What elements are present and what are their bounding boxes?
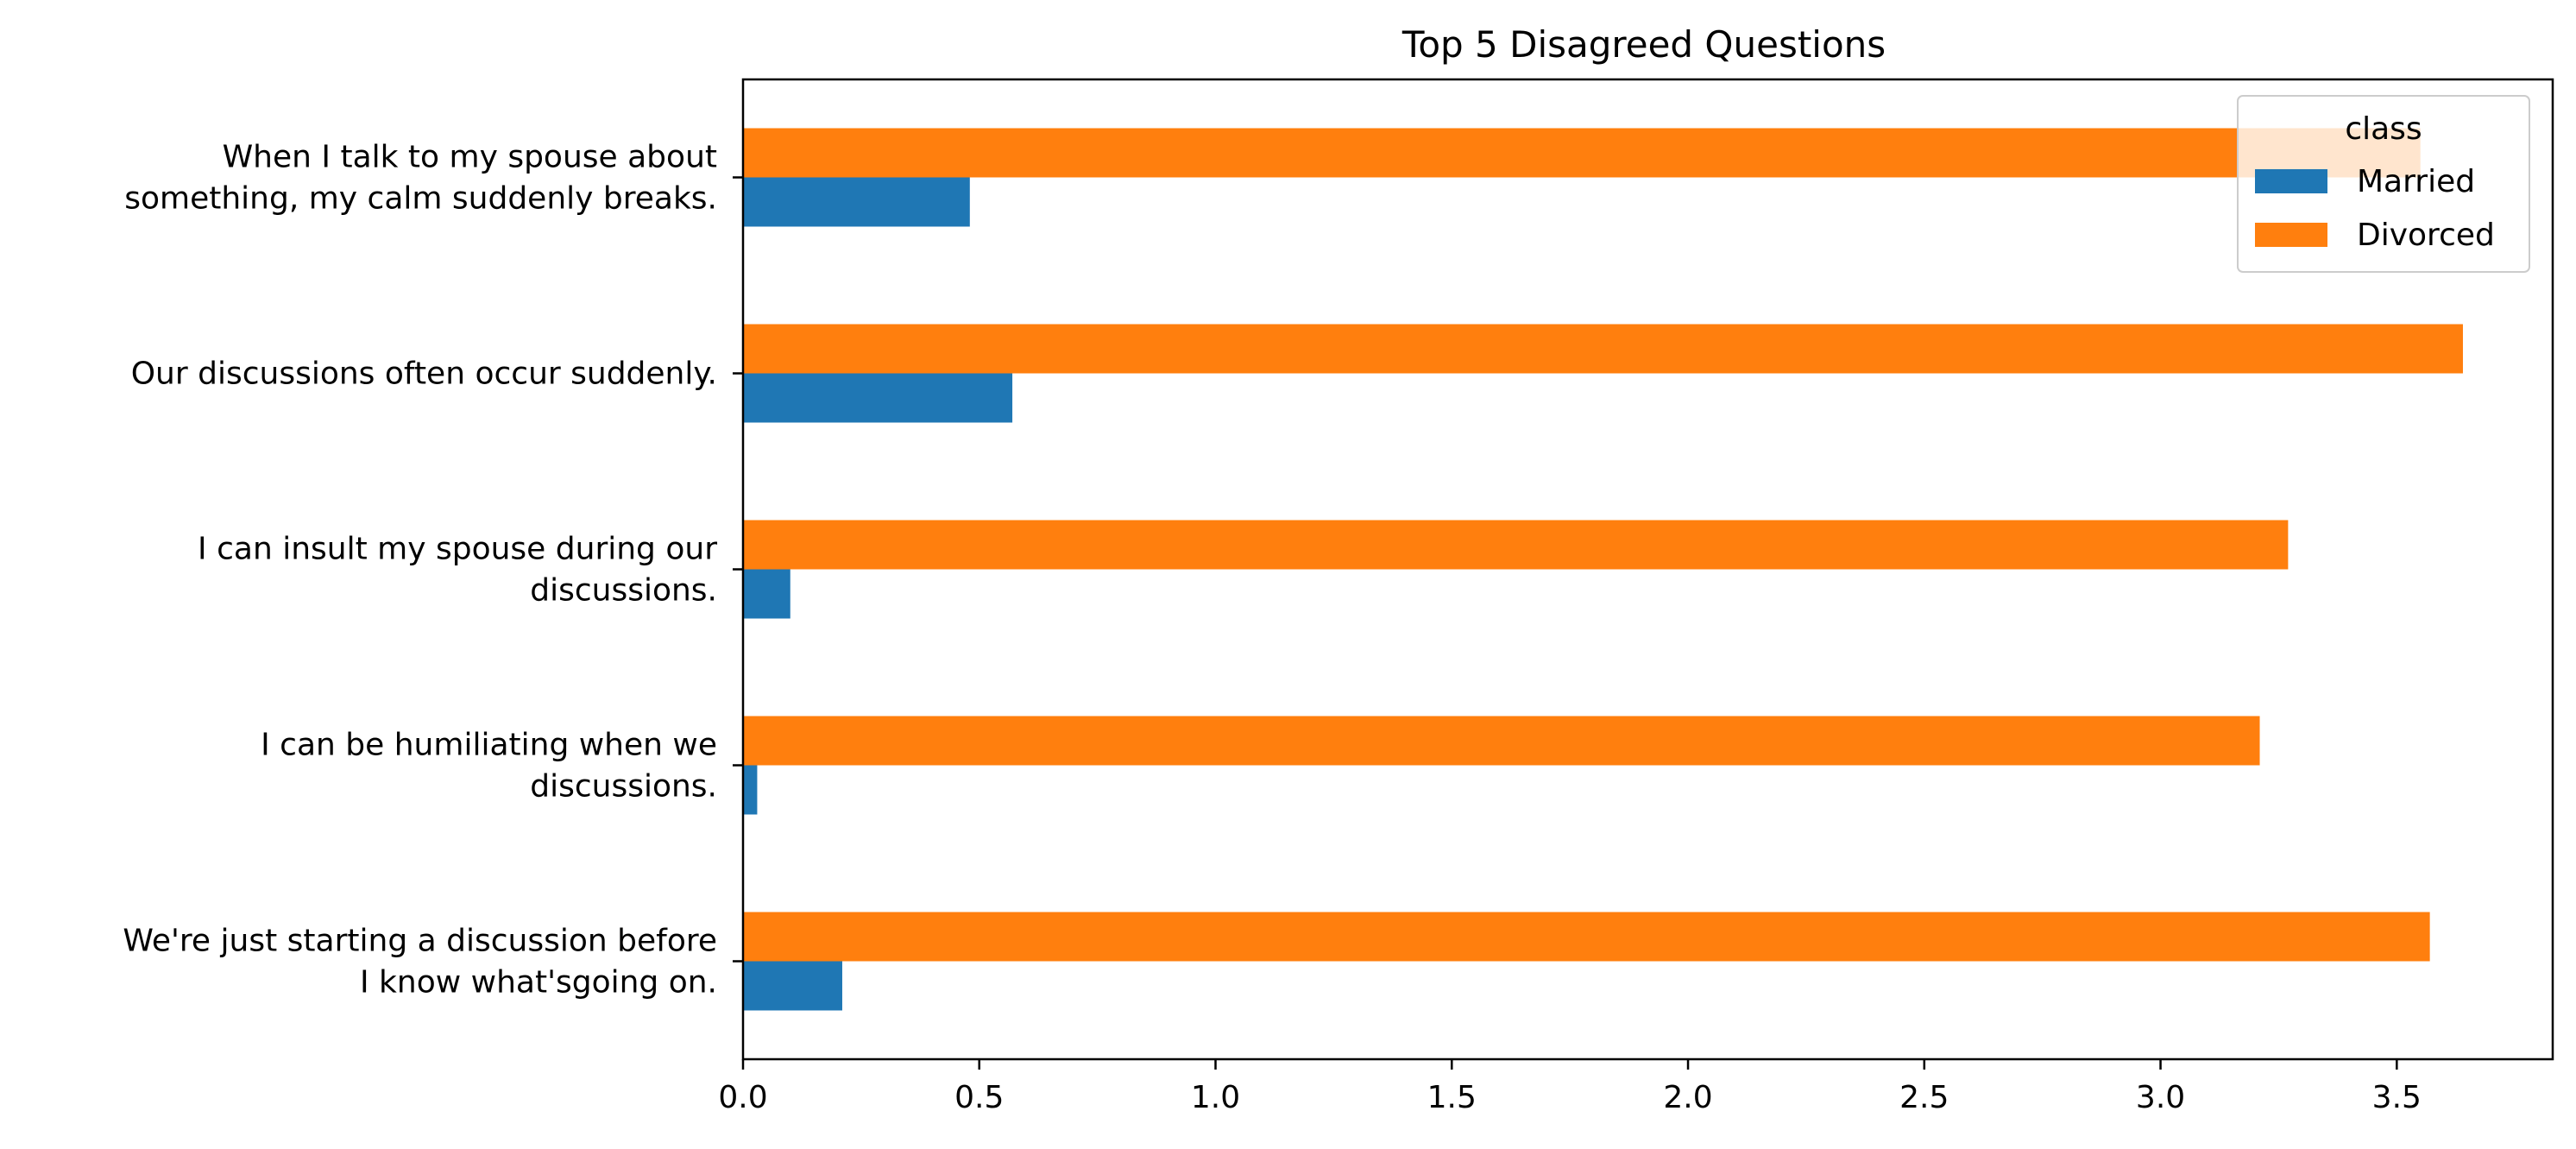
bar-divorced-4 — [743, 716, 2260, 766]
bar-married-1 — [743, 177, 970, 227]
legend-label-divorced: Divorced — [2357, 218, 2495, 253]
legend-label-married: Married — [2357, 164, 2475, 199]
y-tick-label-5: We're just starting a discussion before I… — [123, 924, 717, 1001]
y-axis: When I talk to my spouse about something,… — [123, 140, 743, 1001]
bar-married-5 — [743, 961, 842, 1011]
x-tick-label-2: 1.0 — [1191, 1080, 1240, 1115]
x-tick-label-1: 0.5 — [954, 1080, 1004, 1115]
x-tick-label-0: 0.0 — [718, 1080, 767, 1115]
y-tick-label-1: When I talk to my spouse about something,… — [124, 140, 717, 217]
x-tick-label-6: 3.0 — [2136, 1080, 2185, 1115]
legend-title: class — [2345, 111, 2422, 147]
x-tick-label-5: 2.5 — [1899, 1080, 1949, 1115]
y-tick-label-line: I know what'sgoing on. — [360, 965, 717, 1001]
legend-swatch-divorced — [2255, 223, 2327, 247]
y-tick-label-line: discussions. — [530, 573, 717, 609]
y-tick-label-3: I can insult my spouse during our discuss… — [198, 532, 717, 609]
y-tick-label-4: I can be humiliating when we discussions. — [261, 728, 717, 805]
bar-divorced-2 — [743, 324, 2463, 374]
x-tick-label-4: 2.0 — [1663, 1080, 1712, 1115]
y-tick-label-line: Our discussions often occur suddenly. — [131, 357, 717, 392]
bar-divorced-3 — [743, 520, 2289, 570]
bar-married-4 — [743, 765, 758, 815]
bar-married-2 — [743, 373, 1013, 423]
x-tick-label-7: 3.5 — [2372, 1080, 2422, 1115]
y-tick-label-line: something, my calm suddenly breaks. — [124, 181, 717, 217]
bars-layer — [743, 128, 2463, 1011]
x-tick-label-3: 1.5 — [1427, 1080, 1477, 1115]
bar-divorced-1 — [743, 128, 2421, 178]
y-tick-label-line: I can be humiliating when we — [261, 728, 717, 763]
legend-swatch-married — [2255, 169, 2327, 193]
y-tick-label-2: Our discussions often occur suddenly. — [131, 357, 717, 392]
x-axis: 0.0 0.5 1.0 1.5 2.0 2.5 3.0 3.5 — [718, 1059, 2422, 1115]
y-tick-label-line: When I talk to my spouse about — [223, 140, 717, 175]
legend: class Married Divorced — [2237, 95, 2530, 273]
y-tick-label-line: We're just starting a discussion before — [123, 924, 717, 959]
chart-title: Top 5 Disagreed Questions — [1401, 23, 1886, 66]
y-tick-label-line: I can insult my spouse during our — [198, 532, 717, 567]
bar-divorced-5 — [743, 912, 2430, 962]
bar-married-3 — [743, 569, 790, 619]
y-tick-label-line: discussions. — [530, 769, 717, 805]
